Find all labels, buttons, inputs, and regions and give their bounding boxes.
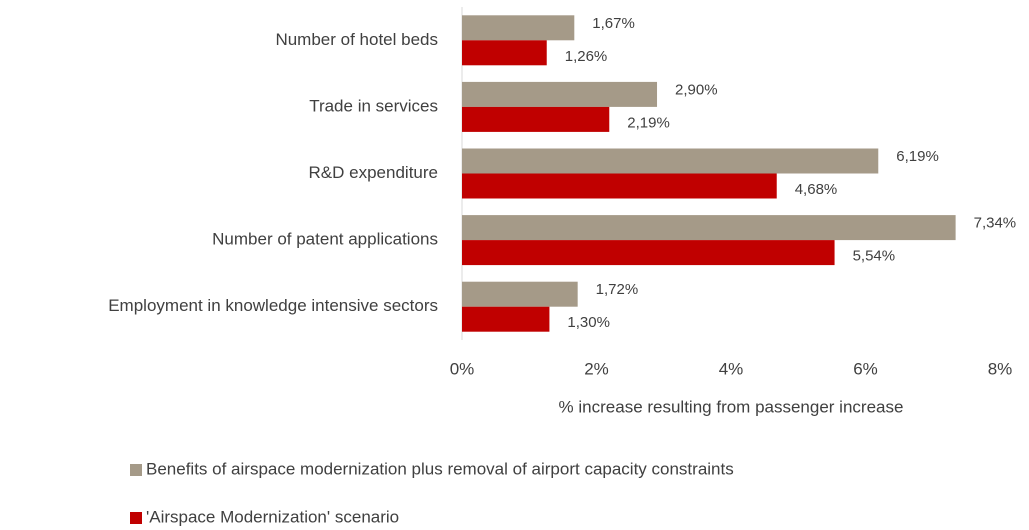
bar — [462, 106, 610, 132]
bar — [462, 40, 547, 66]
value-label: 4,68% — [795, 181, 838, 198]
bar — [462, 215, 956, 241]
legend-label: Benefits of airspace modernization plus … — [146, 459, 734, 478]
y-tick-label: Employment in knowledge intensive sector… — [108, 296, 438, 315]
legend-label: 'Airspace Modernization' scenario — [146, 507, 399, 526]
bar — [462, 240, 835, 266]
value-label: 1,30% — [567, 314, 610, 331]
x-axis-label: % increase resulting from passenger incr… — [559, 397, 904, 416]
bar — [462, 15, 575, 41]
y-tick-label: Number of hotel beds — [275, 30, 438, 49]
value-label: 6,19% — [896, 148, 939, 165]
bar — [462, 306, 550, 332]
bar — [462, 173, 777, 199]
x-tick-label: 0% — [450, 359, 475, 378]
legend-swatch — [130, 464, 142, 476]
value-label: 1,26% — [565, 48, 608, 65]
bar — [462, 148, 879, 174]
x-tick-label: 8% — [988, 359, 1013, 378]
bar — [462, 81, 658, 107]
x-tick-label: 2% — [584, 359, 609, 378]
legend-swatch — [130, 512, 142, 524]
y-tick-label: Trade in services — [309, 96, 438, 115]
y-tick-label: R&D expenditure — [309, 163, 438, 182]
x-tick-label: 4% — [719, 359, 744, 378]
y-tick-label: Number of patent applications — [212, 230, 438, 249]
value-label: 5,54% — [853, 248, 896, 265]
bar — [462, 281, 578, 307]
value-label: 2,90% — [675, 81, 718, 98]
value-label: 2,19% — [627, 114, 670, 131]
value-label: 1,67% — [592, 15, 635, 32]
x-tick-label: 6% — [853, 359, 878, 378]
value-label: 7,34% — [974, 215, 1017, 232]
value-label: 1,72% — [596, 281, 639, 298]
